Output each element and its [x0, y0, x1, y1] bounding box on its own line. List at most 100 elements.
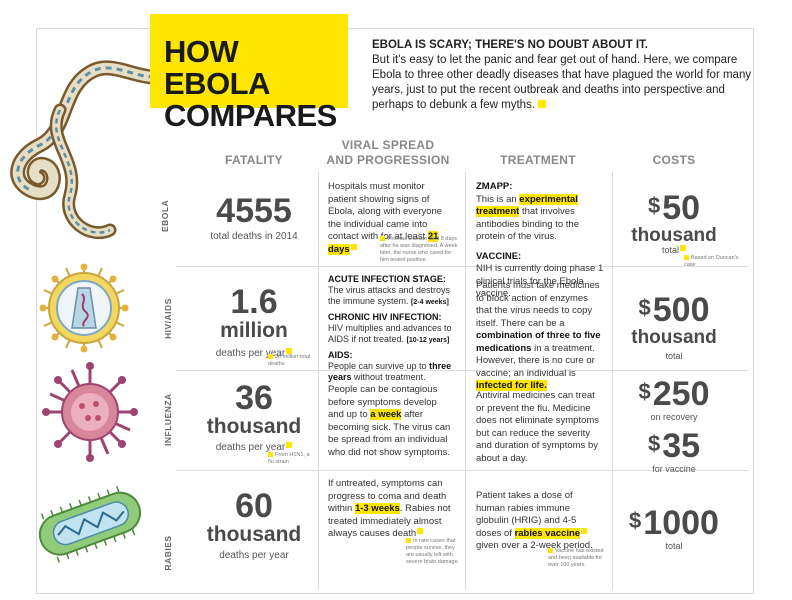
intro-text: EBOLA IS SCARY; THERE'S NO DOUBT ABOUT I…	[372, 38, 767, 113]
hiv-virus-illustration	[39, 263, 129, 353]
influenza-virus-illustration	[42, 362, 138, 462]
flu-viral-text1: People can be contagious before symptoms…	[328, 384, 438, 420]
hiv-treat-text1: Patients must take medicines to block ac…	[476, 280, 600, 329]
hiv-stage1-heading: ACUTE INFECTION STAGE:	[328, 274, 446, 284]
flu-fatality: 36 thousand deaths per year	[184, 380, 324, 453]
rabies-treat-text1: Patient takes a dose of human rabies imm…	[476, 490, 577, 539]
ebola-fatality-number: 4555	[216, 192, 292, 230]
flu-cost-vaccine-number: 35	[662, 427, 701, 465]
hiv-stage2-text: HIV multiplies and advances to AIDS if n…	[328, 323, 452, 344]
flu-viral-text: People can be contagious before symptoms…	[328, 384, 454, 459]
rabies-viral-text1: If untreated, symptoms can progress to c…	[328, 478, 447, 514]
col-header-viral: VIRAL SPREAD AND PROGRESSION	[318, 138, 458, 168]
infographic-frame	[36, 28, 754, 594]
footnote-star	[380, 236, 385, 241]
dollar-sign: $	[629, 508, 642, 533]
col-divider	[465, 172, 466, 590]
rabies-cost-note: total	[665, 541, 683, 551]
col-divider	[318, 172, 319, 590]
rabies-virus-illustration	[38, 485, 142, 563]
rabies-viral-text2: . Rabies not treated immediately almost …	[328, 503, 451, 539]
rabies-fatality-sub: deaths per year	[219, 550, 289, 561]
dollar-sign: $	[638, 379, 651, 404]
ebola-fatality-sub: total deaths in 2014	[210, 231, 298, 242]
flu-fatality-word: thousand	[206, 415, 302, 438]
footnote-star	[548, 548, 553, 553]
flu-fatality-number: 36	[235, 379, 273, 417]
row-label-flu: INFLUENZA	[163, 393, 173, 446]
flu-cost-recovery-number: 250	[652, 375, 710, 413]
footnote-star	[406, 538, 411, 543]
col-divider	[612, 172, 613, 590]
flu-fatality-footnote-text: From H1N1, a flu strain	[268, 452, 310, 465]
ebola-cost-note: total	[661, 245, 679, 255]
rabies-fatality-word: thousand	[206, 523, 302, 546]
hiv-cost-number: 500	[652, 291, 710, 329]
rabies-viral-text: If untreated, symptoms can progress to c…	[328, 478, 454, 541]
hiv-fatality-word: million	[220, 319, 288, 342]
row-divider	[176, 266, 748, 267]
ebola-viral-text: Hospitals must monitor patient showing s…	[328, 181, 452, 256]
hiv-fatality-number: 1.6	[230, 283, 278, 321]
ebola-cost-note-wrap: total	[614, 245, 734, 255]
footnote-star	[581, 527, 588, 534]
rabies-treat-highlight: rabies vaccine	[514, 527, 581, 539]
rabies-viral-footnote: In rare cases that people survive, they …	[406, 538, 462, 566]
rabies-treatment: Patient takes a dose of human rabies imm…	[476, 490, 604, 553]
rabies-cost-number: 1000	[643, 504, 719, 542]
hiv-fatality-sub: deaths per year	[215, 348, 286, 359]
ebola-cost-number: 50	[662, 189, 701, 227]
ebola-cost: $50 thousand total	[614, 188, 734, 255]
row-label-ebola: EBOLA	[160, 199, 170, 232]
footnote-star	[286, 442, 293, 448]
intro-lead: EBOLA IS SCARY; THERE'S NO DOUBT ABOUT I…	[372, 39, 648, 51]
row-label-rabies: RABIES	[163, 535, 173, 571]
col-header-viral-line1: VIRAL SPREAD	[341, 138, 435, 152]
row-label-hiv: HIV/AIDS	[163, 298, 173, 339]
hiv-treat-text2: in a treatment. However, there is no cur…	[476, 342, 595, 379]
row-divider	[176, 470, 748, 471]
ebola-treat-text1b: that involves antibodies binding to the …	[476, 206, 579, 242]
intro-body: But it's easy to let the panic and fear …	[372, 54, 752, 111]
footnote-star	[268, 354, 273, 359]
hiv-fatality-footnote: 36 million total deaths	[268, 354, 314, 368]
highlight-square	[538, 100, 547, 108]
flu-cost: $250 on recovery $35 for vaccine	[614, 374, 734, 474]
footnote-star	[268, 452, 273, 457]
page-title-line2: COMPARES	[164, 98, 337, 133]
ebola-virus-illustration	[10, 60, 183, 240]
hiv-stage3-text-end: without treatment.	[354, 372, 426, 382]
hiv-treatment: Patients must take medicines to block ac…	[476, 280, 604, 393]
hiv-cost-note: total	[665, 351, 683, 361]
footnote-star	[417, 528, 424, 534]
rabies-cost: $1000 total	[614, 503, 734, 551]
hiv-stage1-text: The virus attacks and destroys the immun…	[328, 285, 451, 306]
col-header-costs: COSTS	[652, 153, 696, 167]
col-header-fatality: FATALITY	[225, 153, 283, 167]
flu-viral-highlight: a week	[370, 409, 402, 420]
hiv-stage1-duration: [2-4 weeks]	[411, 299, 449, 306]
rabies-viral-footnote-text: In rare cases that people survive, they …	[406, 538, 460, 565]
dollar-sign: $	[647, 431, 661, 456]
hiv-cost: $500 thousand total	[614, 290, 734, 361]
footnote-star	[680, 245, 686, 251]
rabies-treat-footnote: Vaccine has existed and been available f…	[548, 548, 610, 569]
rabies-treat-text2: given over a 2-week period.	[476, 540, 593, 551]
ebola-viral-footnote: Thomas Duncan died 8 days after he was d…	[380, 236, 460, 264]
ebola-viral-body: Hospitals must monitor patient showing s…	[328, 181, 443, 242]
ebola-treat-heading-zmapp: ZMAPP:	[476, 181, 513, 192]
hiv-stage2-heading: CHRONIC HIV INFECTION:	[328, 312, 442, 322]
title-box: HOW EBOLA COMPARES	[150, 14, 348, 132]
ebola-cost-unit: thousand	[631, 225, 717, 246]
hiv-stage3-text: People can survive up to	[328, 361, 427, 371]
dollar-sign: $	[647, 193, 661, 218]
rabies-treat-footnote-text: Vaccine has existed and been available f…	[548, 548, 604, 568]
flu-treatment: Antiviral medicines can treat or prevent…	[476, 390, 600, 464]
hiv-stage2-duration: [10-12 years]	[406, 337, 450, 344]
hiv-fatality-footnote-text: 36 million total deaths	[268, 354, 311, 367]
footnote-star	[286, 348, 293, 354]
ebola-treat-text1a: This is an	[476, 193, 517, 205]
flu-cost-vaccine-note: for vaccine	[652, 464, 696, 474]
ebola-cost-footnote-text: Based on Duncan's case	[684, 255, 739, 268]
col-header-treatment: TREATMENT	[500, 153, 576, 167]
